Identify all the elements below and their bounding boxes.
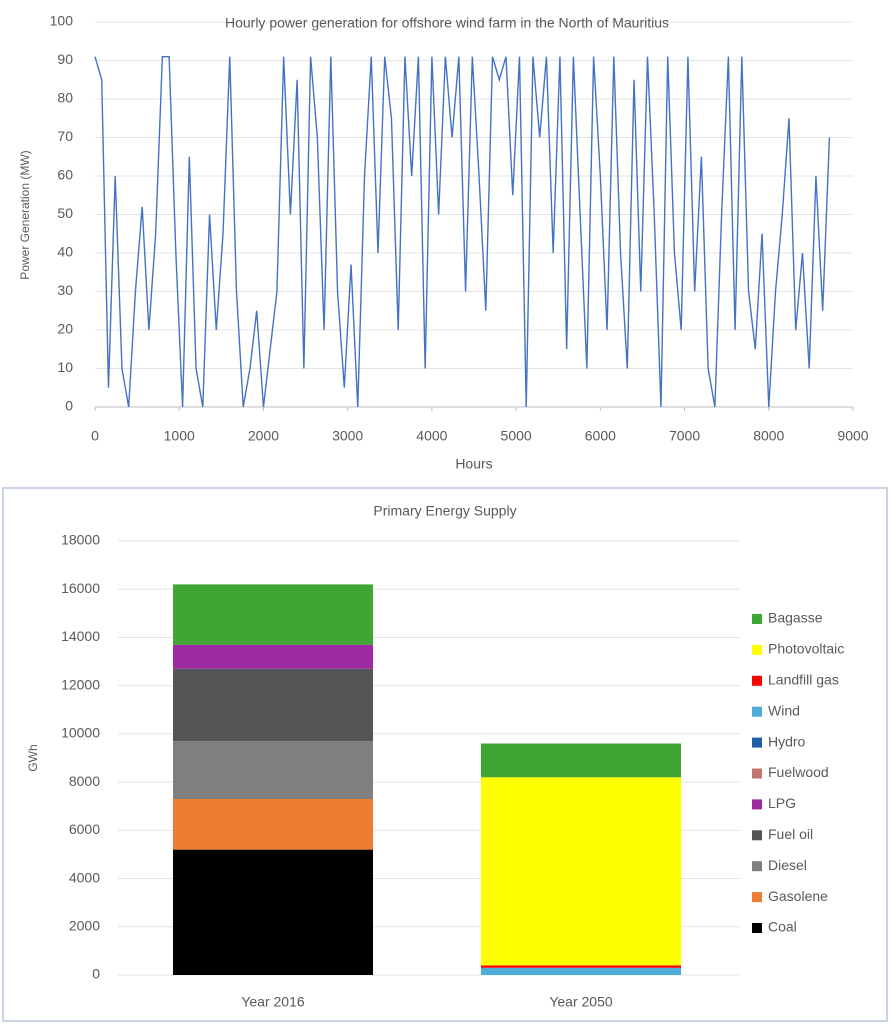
legend-label: Bagasse [768, 610, 823, 626]
x-tick-label: 1000 [164, 428, 195, 444]
bar-segment [173, 668, 373, 742]
x-tick-label: 8000 [753, 428, 784, 444]
y-tick-label: 70 [57, 128, 73, 144]
legend-label: Hydro [768, 733, 806, 749]
bar-segment [173, 644, 373, 669]
legend-label: Photovoltaic [768, 641, 844, 657]
x-tick-label: Year 2050 [549, 994, 613, 1010]
legend-swatch [752, 737, 762, 748]
y-tick-label: 40 [57, 244, 73, 260]
y-tick-label: 8000 [69, 773, 100, 789]
bar-segment [481, 743, 681, 778]
legend-label: Wind [768, 702, 800, 718]
x-axis-label: Hours [455, 456, 492, 472]
legend-swatch [752, 768, 762, 779]
y-axis-label: GWh [26, 744, 40, 771]
legend-swatch [752, 799, 762, 810]
y-tick-label: 60 [57, 167, 73, 183]
bar-segment [173, 584, 373, 645]
x-tick-label: 3000 [332, 428, 363, 444]
data-line [94, 55, 831, 408]
y-tick-label: 90 [57, 51, 73, 67]
y-tick-label: 16000 [61, 580, 100, 596]
y-tick-label: 0 [65, 398, 73, 414]
legend-label: Landfill gas [768, 672, 839, 688]
legend-label: Diesel [768, 857, 807, 873]
y-tick-label: 100 [50, 13, 74, 29]
y-tick-label: 12000 [61, 676, 100, 692]
legend-swatch [752, 861, 762, 872]
y-tick-label: 20 [57, 321, 73, 337]
legend-swatch [752, 675, 762, 686]
y-axis-label: Power Generation (MW) [18, 150, 32, 279]
y-tick-label: 0 [92, 966, 100, 982]
x-tick-label: 5000 [501, 428, 532, 444]
legend-swatch [752, 923, 762, 933]
y-tick-label: 4000 [69, 869, 100, 885]
y-tick-label: 80 [57, 90, 73, 106]
legend-swatch [752, 892, 762, 903]
bar-segment [481, 967, 681, 975]
chart-title: Primary Energy Supply [373, 503, 516, 519]
legend-swatch [752, 830, 762, 841]
y-tick-label: 6000 [69, 821, 100, 837]
x-tick-label: 0 [91, 428, 99, 444]
legend-label: Gasolene [768, 888, 828, 904]
legend-swatch [752, 706, 762, 717]
legend-swatch [752, 614, 762, 624]
y-tick-label: 18000 [61, 532, 100, 548]
y-tick-label: 50 [57, 205, 73, 221]
y-tick-label: 10 [57, 359, 73, 375]
panel-bottom [2, 487, 888, 1022]
legend-label: LPG [768, 795, 796, 811]
x-tick-label: Year 2016 [241, 994, 305, 1010]
x-tick-label: 7000 [669, 428, 700, 444]
bar-segment [173, 798, 373, 850]
bar-segment [173, 849, 373, 975]
bar-segment [481, 777, 681, 966]
x-tick-label: 4000 [416, 428, 447, 444]
legend-swatch [752, 644, 762, 655]
panel-top [0, 0, 891, 482]
chart-title: Hourly power generation for offshore win… [225, 15, 669, 31]
x-tick-label: 6000 [585, 428, 616, 444]
legend-label: Fuel oil [768, 826, 813, 842]
y-tick-label: 30 [57, 282, 73, 298]
y-tick-label: 10000 [61, 725, 100, 741]
y-tick-label: 14000 [61, 628, 100, 644]
x-tick-label: 2000 [248, 428, 279, 444]
bar-segment [173, 741, 373, 799]
bar-segment [481, 965, 681, 968]
y-tick-label: 2000 [69, 917, 100, 933]
legend-label: Fuelwood [768, 764, 829, 780]
legend-label: Coal [768, 919, 797, 935]
x-tick-label: 9000 [837, 428, 868, 444]
